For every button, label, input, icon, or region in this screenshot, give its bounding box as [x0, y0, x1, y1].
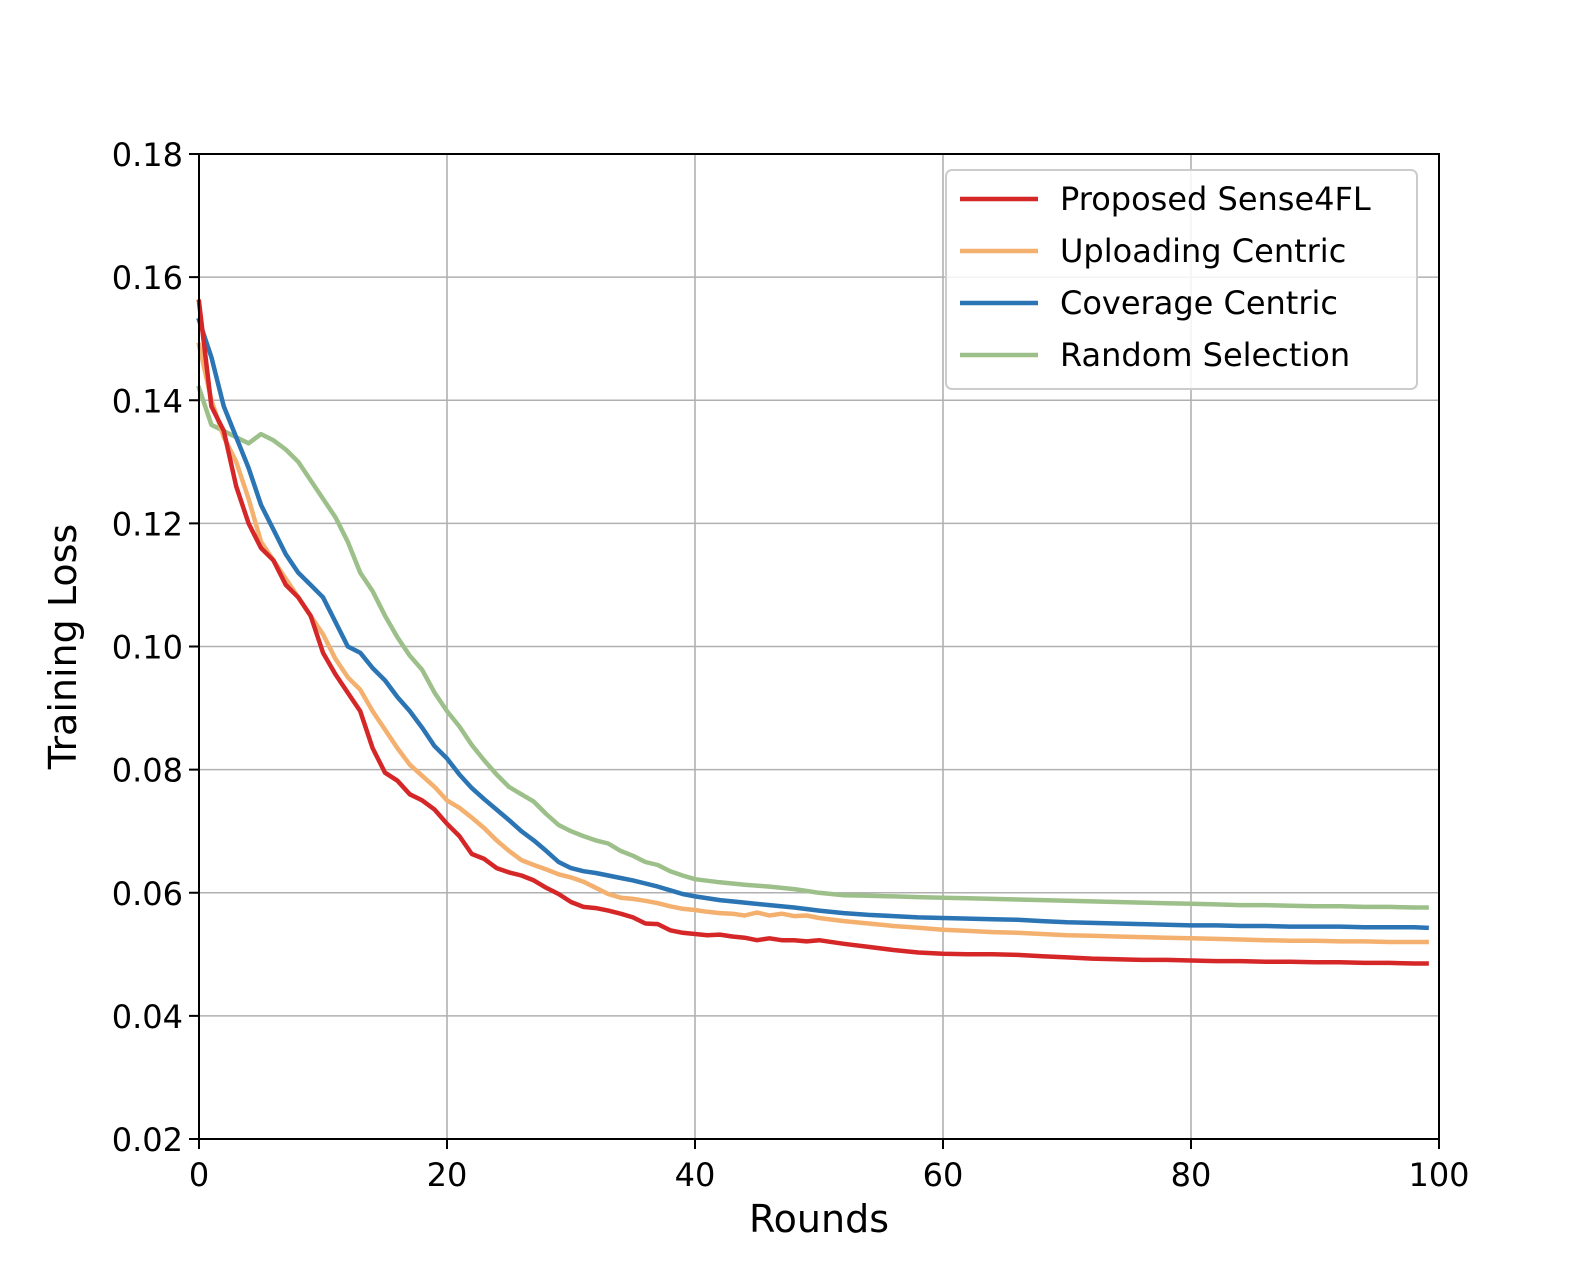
x-axis-label: Rounds [749, 1197, 889, 1241]
y-tick-label: 0.10 [112, 629, 183, 667]
series-line-coverage-centric [196, 317, 1429, 931]
x-tick-label: 40 [675, 1156, 716, 1194]
y-tick-label: 0.02 [112, 1121, 183, 1159]
y-axis-ticks: 0.02 0.04 0.06 0.08 0.10 0.12 0.14 0.16 0.18 [112, 136, 199, 1159]
series-line-random-selection [196, 385, 1429, 910]
legend-label-proposed-sense4fl: Proposed Sense4FL [1060, 180, 1371, 218]
series-line-proposed-sense4fl [196, 299, 1429, 966]
x-tick-label: 60 [923, 1156, 964, 1194]
y-tick-label: 0.06 [112, 875, 183, 913]
y-tick-label: 0.16 [112, 259, 183, 297]
y-tick-label: 0.12 [112, 505, 183, 543]
y-tick-label: 0.18 [112, 136, 183, 174]
x-tick-label: 100 [1408, 1156, 1469, 1194]
y-tick-label: 0.08 [112, 752, 183, 790]
y-axis-label: Training Loss [41, 524, 85, 770]
legend-label-uploading-centric: Uploading Centric [1060, 232, 1346, 270]
x-axis-ticks: 0 20 40 60 80 100 [189, 1139, 1470, 1194]
legend-label-coverage-centric: Coverage Centric [1060, 284, 1338, 322]
x-tick-label: 80 [1171, 1156, 1212, 1194]
y-tick-label: 0.04 [112, 998, 183, 1036]
y-tick-label: 0.14 [112, 382, 183, 420]
x-tick-label: 20 [427, 1156, 468, 1194]
series-line-uploading-centric [196, 342, 1429, 945]
legend-box [945, 169, 1418, 390]
legend: Proposed Sense4FL Uploading Centric Covera… [945, 169, 1418, 390]
legend-label-random-selection: Random Selection [1060, 336, 1350, 374]
x-tick-label: 0 [189, 1156, 209, 1194]
series-layer [196, 299, 1429, 966]
